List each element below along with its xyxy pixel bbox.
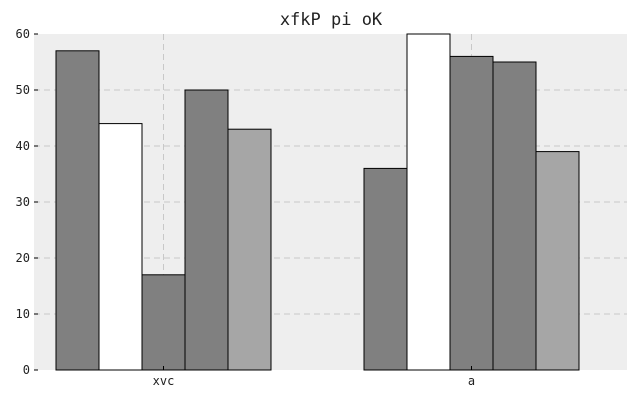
bar (535, 151, 580, 371)
bar (141, 274, 186, 371)
y-tick-label: 60 (16, 27, 30, 41)
y-tick-label: 0 (23, 363, 30, 377)
bar (227, 128, 272, 371)
bar (449, 55, 494, 371)
bar (406, 33, 451, 371)
y-tick-label: 40 (16, 139, 30, 153)
y-axis: 0 10 20 30 40 50 60 (16, 27, 38, 377)
y-tick-label: 30 (16, 195, 30, 209)
chart-title: xfkP pi oK (280, 10, 383, 30)
x-tick-label: xvc (153, 374, 175, 388)
x-tick-label: a (468, 374, 475, 388)
bar (184, 89, 229, 371)
y-tick-label: 20 (16, 251, 30, 265)
bars (55, 33, 580, 371)
bar (492, 61, 537, 371)
bar (98, 123, 143, 371)
x-axis: xvc a (153, 366, 475, 388)
bar (55, 50, 100, 371)
y-tick-label: 10 (16, 307, 30, 321)
y-tick-label: 50 (16, 83, 30, 97)
bar (363, 167, 408, 371)
